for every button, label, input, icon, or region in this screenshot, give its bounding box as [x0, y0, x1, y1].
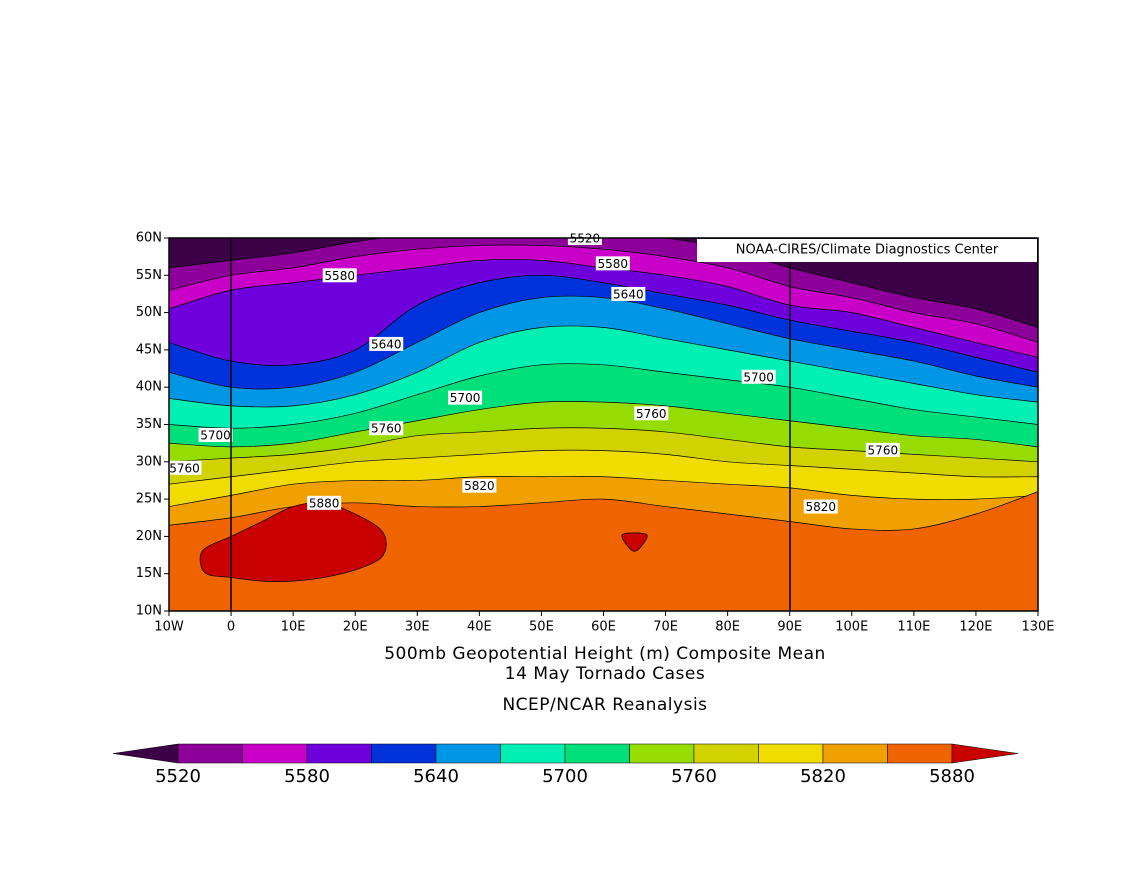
y-tick-label: 40N [136, 380, 162, 395]
x-tick-label: 110E [897, 620, 930, 635]
x-tick-label: 50E [529, 620, 554, 635]
contour-label-box [634, 406, 669, 421]
contour-label: 5820 [464, 479, 495, 493]
colorbar-label: 5700 [542, 766, 588, 787]
colorbar-box [435, 743, 501, 764]
colorbar-box [371, 743, 437, 764]
contour-label: 5580 [598, 257, 629, 271]
contour-line [169, 401, 1038, 448]
contour-label: 5760 [868, 443, 899, 457]
contour-label: 5760 [371, 422, 402, 436]
contour-label: 5700 [200, 428, 231, 442]
chart-title: 500mb Geopotential Height (m) Composite … [384, 644, 826, 664]
colorbar-label: 5760 [671, 766, 717, 787]
contour-labels: 5520558055805640564057005700570057605760… [167, 231, 900, 514]
contour-label: 5760 [169, 461, 200, 475]
contour-label: 5760 [636, 407, 667, 421]
x-tick-label: 100E [835, 620, 868, 635]
colorbar-box [822, 743, 888, 764]
contour-label-box [611, 286, 646, 301]
colorbar-label: 5820 [800, 766, 846, 787]
colorbar-label: 5520 [155, 766, 201, 787]
y-tick-label: 50N [136, 305, 162, 320]
contour-line [169, 476, 1038, 507]
colorbar: 5520 5580 5640 5700 5760 5820 5880 [112, 743, 1019, 787]
colorbar-box [306, 743, 372, 764]
y-tick-label: 20N [136, 529, 162, 544]
x-tick-label: 20E [343, 620, 368, 635]
y-tick-label: 25N [136, 492, 162, 507]
colorbar-label: 5640 [413, 766, 459, 787]
contour-label-box [448, 390, 483, 405]
contour-line [169, 238, 1038, 328]
colorbar-label: 5880 [929, 766, 975, 787]
colorbar-box [887, 743, 953, 764]
colorbar-label: 5580 [284, 766, 330, 787]
colorbar-box [242, 743, 308, 764]
colorbar-triangle [951, 743, 1019, 764]
contour-label-box [462, 478, 497, 493]
contour-label-box [322, 268, 357, 283]
contour-band [169, 491, 1038, 611]
contour-label-box [865, 442, 900, 457]
x-tick-label: 130E [1021, 620, 1054, 635]
x-tick-label: 80E [715, 620, 740, 635]
contour-label: 5700 [450, 391, 481, 405]
contour-label-box [369, 421, 404, 436]
closed-contour [199, 502, 387, 582]
credit: NOAA-CIRES/Climate Diagnostics Center [736, 243, 999, 258]
colorbar-box [629, 743, 695, 764]
contour-label: 5640 [371, 337, 402, 351]
contour-label: 5580 [324, 269, 355, 283]
contour-line [169, 325, 1038, 408]
x-tick-label: 30E [405, 620, 430, 635]
x-tick-label: 60E [591, 620, 616, 635]
contour-line [169, 449, 1038, 485]
colorbar-box [693, 743, 759, 764]
contour-line [169, 274, 1038, 373]
y-tick-label: 15N [136, 566, 162, 581]
y-tick-label: 60N [136, 231, 162, 246]
x-tick-label: 90E [777, 620, 802, 635]
contour-label-box [741, 369, 776, 384]
x-tick-label: 70E [653, 620, 678, 635]
y-tick-label: 30N [136, 454, 162, 469]
x-tick-label: 40E [467, 620, 492, 635]
x-tick-label: 0 [227, 620, 235, 635]
contour-label: 5880 [309, 496, 340, 510]
contour-line [169, 244, 1038, 343]
x-tick-label: 10E [281, 620, 306, 635]
y-tick-label: 35N [136, 417, 162, 432]
contour-label: 5820 [805, 500, 836, 514]
colorbar-triangle [112, 743, 179, 764]
colorbar-box [500, 743, 566, 764]
x-tick-label: 120E [959, 620, 992, 635]
colorbar-box [758, 743, 824, 764]
contour-label-box [307, 495, 342, 510]
contour-label-box [167, 460, 202, 475]
contour-label-box [369, 336, 404, 351]
map-field [169, 238, 1038, 611]
contour-line [169, 295, 1038, 390]
contour-label: 5700 [743, 370, 774, 384]
contour-label-box [595, 256, 630, 271]
closed-contour [621, 532, 648, 552]
contour-line [169, 363, 1038, 429]
contour-label: 5640 [613, 287, 644, 301]
contour-label-box [198, 427, 233, 442]
y-tick-label: 45N [136, 342, 162, 357]
colorbar-box [564, 743, 630, 764]
y-tick-label: 55N [136, 268, 162, 283]
x-tick-label: 10W [154, 620, 184, 635]
contour-label-box [803, 499, 838, 514]
colorbar-box [177, 743, 243, 764]
credit-box [697, 239, 1037, 262]
source: NCEP/NCAR Reanalysis [502, 695, 707, 715]
y-tick-label: 10N [136, 604, 162, 619]
chart-subtitle: 14 May Tornado Cases [505, 664, 705, 684]
